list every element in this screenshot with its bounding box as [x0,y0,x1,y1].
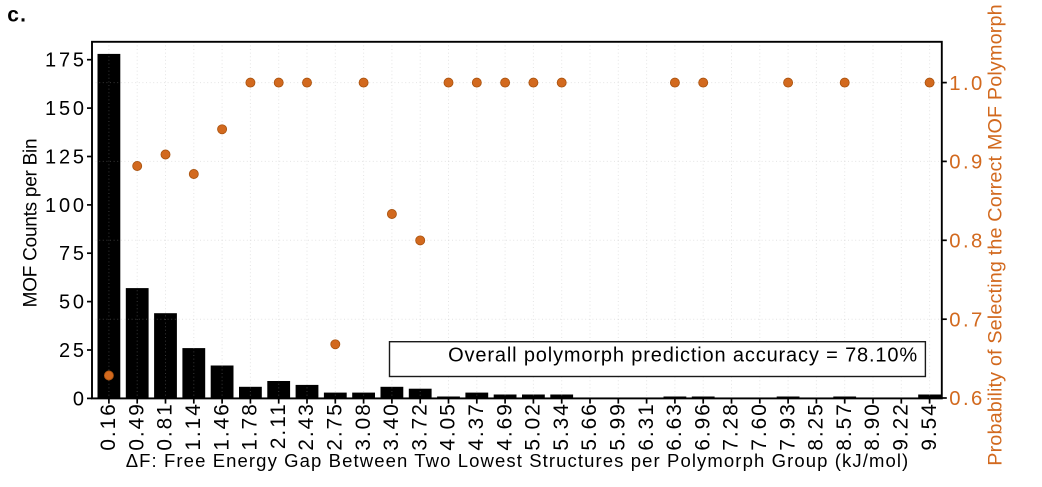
svg-text:0: 0 [73,388,87,410]
svg-text:25: 25 [59,340,87,362]
svg-text:8.90: 8.90 [861,402,884,450]
svg-text:ΔF: Free Energy Gap Between Tw: ΔF: Free Energy Gap Between Two Lowest S… [126,450,910,471]
svg-text:6.63: 6.63 [663,402,686,450]
svg-text:8.25: 8.25 [805,402,828,450]
svg-text:3.40: 3.40 [380,402,403,450]
svg-text:1.46: 1.46 [210,402,233,450]
svg-text:100: 100 [45,195,87,217]
svg-text:5.34: 5.34 [550,402,573,450]
svg-text:5.99: 5.99 [607,402,630,450]
svg-text:0.81: 0.81 [154,402,177,450]
svg-text:125: 125 [45,147,87,169]
svg-text:4.69: 4.69 [493,402,516,450]
svg-text:0.9: 0.9 [949,152,984,174]
svg-text:6.31: 6.31 [635,402,658,450]
svg-text:1.14: 1.14 [182,402,205,450]
svg-text:0.7: 0.7 [949,309,984,331]
svg-text:1.0: 1.0 [949,73,984,95]
svg-text:c.: c. [7,4,27,27]
svg-text:1.78: 1.78 [239,402,262,450]
svg-text:150: 150 [45,98,87,120]
svg-text:MOF Counts per Bin: MOF Counts per Bin [21,139,42,308]
svg-text:50: 50 [59,292,87,314]
svg-text:9.22: 9.22 [890,402,913,450]
svg-text:Probability of Selecting the C: Probability of Selecting the Correct MOF… [985,4,1007,466]
svg-text:75: 75 [59,243,87,265]
svg-text:0.6: 0.6 [949,388,984,410]
svg-text:Overall polymorph prediction a: Overall polymorph prediction accuracy = … [448,345,918,367]
svg-text:2.75: 2.75 [324,402,347,450]
svg-text:0.8: 0.8 [949,231,984,253]
svg-text:2.43: 2.43 [295,402,318,450]
svg-text:7.60: 7.60 [748,402,771,450]
svg-text:3.08: 3.08 [352,402,375,450]
svg-text:0.49: 0.49 [125,402,148,450]
svg-text:5.02: 5.02 [522,402,545,450]
svg-text:2.11: 2.11 [267,402,290,449]
svg-text:7.93: 7.93 [776,402,799,450]
svg-text:3.72: 3.72 [408,402,431,450]
svg-text:175: 175 [45,50,87,72]
svg-text:0.16: 0.16 [97,402,120,450]
svg-text:4.37: 4.37 [465,402,488,450]
svg-text:4.05: 4.05 [437,402,460,450]
svg-text:6.96: 6.96 [691,402,714,450]
svg-text:5.66: 5.66 [578,402,601,450]
svg-text:8.57: 8.57 [833,402,856,450]
svg-text:9.54: 9.54 [918,402,941,450]
svg-text:7.28: 7.28 [720,402,743,450]
